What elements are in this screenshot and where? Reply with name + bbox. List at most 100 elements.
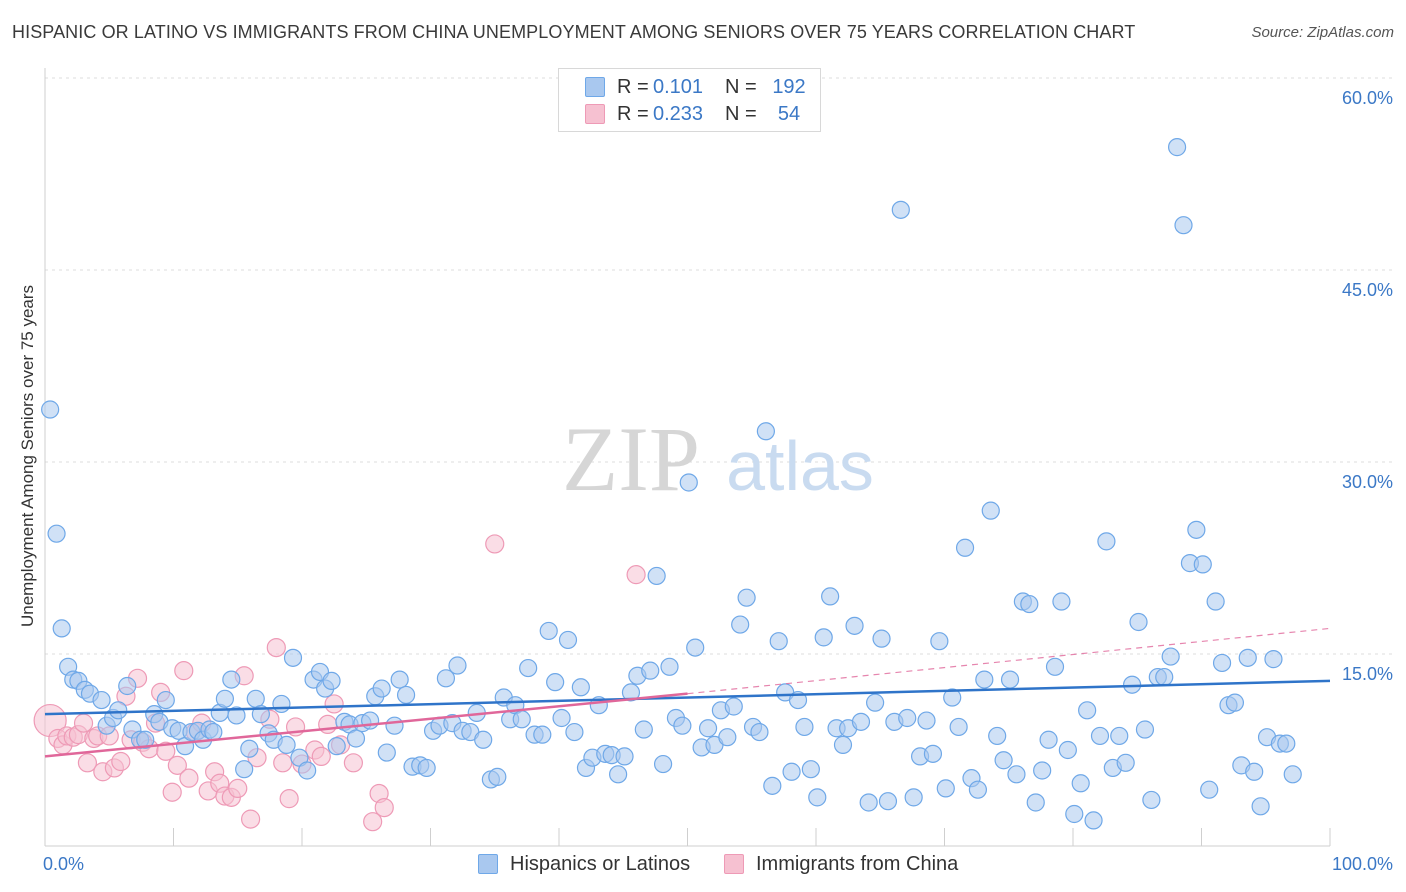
- hispanic-point: [763, 776, 782, 795]
- n-label: N =: [725, 75, 757, 98]
- trend-line-china: [44, 692, 688, 758]
- hispanic-point: [845, 616, 864, 635]
- hispanic-point: [795, 717, 814, 737]
- hispanic-point: [621, 683, 641, 702]
- hispanic-point: [782, 762, 801, 781]
- legend-swatch-blue: [478, 854, 498, 874]
- hispanic-point: [448, 656, 467, 675]
- hispanic-point: [539, 621, 558, 641]
- hispanic-point: [1212, 653, 1232, 673]
- trend-line-china-extended: [687, 627, 1331, 695]
- x-tick-label: 0.0%: [43, 854, 84, 874]
- hispanic-point: [272, 694, 291, 714]
- hispanic-point: [756, 422, 775, 441]
- hispanic-point: [988, 726, 1007, 746]
- hispanic-point: [474, 730, 493, 749]
- hispanic-point: [737, 588, 756, 607]
- china-point: [485, 534, 505, 554]
- hispanic-point: [955, 538, 975, 557]
- hispanic-point: [718, 728, 737, 747]
- china-point: [156, 741, 176, 761]
- r-label: R =: [617, 75, 649, 98]
- bottom-legend-china: Immigrants from China: [724, 852, 958, 876]
- y-tick-label: 45.0%: [1342, 280, 1393, 300]
- hispanic-point: [227, 706, 246, 725]
- hispanic-point: [240, 739, 259, 758]
- trend-lines: [44, 627, 1331, 758]
- hispanic-point: [1193, 555, 1212, 574]
- hispanic-point: [235, 760, 254, 779]
- hispanic-point: [1065, 804, 1084, 824]
- hispanic-point: [615, 747, 634, 766]
- y-tick-label: 30.0%: [1342, 472, 1393, 492]
- correlation-legend: R = 0.101 N = 192 R = 0.233 N = 54: [558, 68, 821, 132]
- n-value: 54: [777, 102, 801, 125]
- hispanic-point: [246, 689, 265, 708]
- hispanic-point: [156, 690, 175, 710]
- hispanic-point: [519, 658, 538, 678]
- y-tick-label: 15.0%: [1342, 664, 1393, 684]
- hispanic-point: [1026, 793, 1045, 812]
- hispanic-point: [1090, 726, 1110, 746]
- hispanic-point: [1129, 612, 1148, 632]
- china-point: [241, 809, 261, 829]
- hispanic-point: [904, 788, 923, 807]
- hispanic-point: [814, 628, 833, 647]
- china-point: [228, 778, 248, 799]
- hispanic-point: [634, 720, 653, 739]
- hispanic-point: [673, 716, 692, 735]
- hispanic-point: [851, 712, 871, 731]
- china-point: [111, 751, 131, 772]
- hispanic-point: [1135, 720, 1155, 739]
- hispanic-point: [533, 725, 552, 744]
- hispanic-point: [1000, 670, 1020, 689]
- hispanic-point: [1206, 592, 1225, 611]
- hispanic-point: [1033, 761, 1052, 780]
- hispanic-point: [558, 630, 578, 650]
- hispanic-point: [641, 661, 660, 680]
- legend-row-china: R = 0.233 N = 54: [585, 102, 809, 126]
- hispanic-point: [943, 688, 962, 707]
- hispanic-point: [994, 751, 1013, 770]
- hispanic-point: [1245, 762, 1264, 781]
- legend-swatch-pink: [724, 854, 744, 874]
- hispanic-point: [390, 670, 409, 689]
- hispanic-point: [1225, 693, 1245, 712]
- tick-labels: 15.0% 30.0% 45.0% 60.0% 0.0% 100.0%: [43, 88, 1393, 874]
- trend-line-hispanics: [44, 679, 1331, 716]
- hispanic-point: [512, 710, 531, 729]
- china-point: [363, 812, 383, 832]
- hispanic-point: [488, 767, 507, 786]
- china-point: [167, 755, 187, 775]
- hispanic-point: [1097, 532, 1116, 551]
- hispanic-point: [47, 524, 66, 543]
- hispanic-point: [891, 200, 910, 219]
- hispanic-point: [801, 760, 820, 779]
- hispanic-point: [1084, 811, 1103, 830]
- n-label: N =: [725, 102, 757, 125]
- hispanic-point: [647, 566, 666, 586]
- hispanic-point: [917, 711, 936, 730]
- china-point: [273, 753, 293, 773]
- legend-label-hispanics: Hispanics or Latinos: [510, 852, 691, 875]
- hispanic-point: [808, 788, 827, 807]
- china-point: [311, 746, 331, 767]
- hispanic-point: [653, 754, 673, 774]
- hispanic-point: [866, 693, 885, 712]
- hispanic-point: [436, 669, 456, 688]
- hispanic-point: [975, 670, 994, 689]
- hispanic-point: [327, 737, 346, 756]
- hispanic-point: [1251, 797, 1270, 816]
- watermark-atlas: atlas: [726, 427, 874, 505]
- hispanic-point: [396, 685, 416, 705]
- hispanic-point: [546, 673, 565, 692]
- hispanic-point: [930, 632, 949, 651]
- series-hispanics-or-latinos: [41, 138, 1302, 830]
- hispanic-point: [204, 722, 223, 742]
- hispanic-point: [769, 632, 788, 651]
- china-point: [626, 565, 646, 585]
- hispanic-point: [136, 730, 155, 749]
- hispanic-point: [322, 671, 341, 690]
- hispanic-point: [609, 765, 628, 784]
